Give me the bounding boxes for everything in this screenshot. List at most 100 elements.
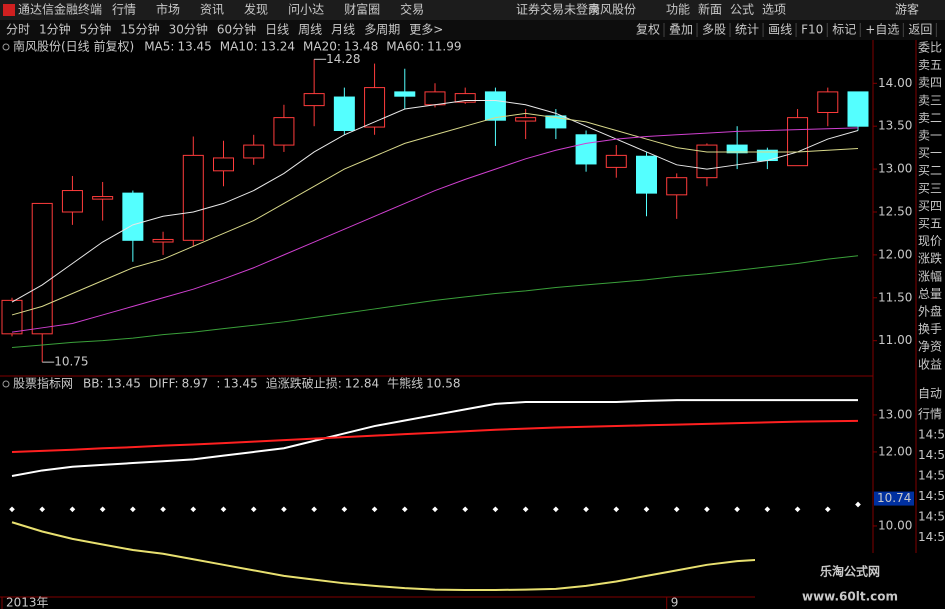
tool-button[interactable]: 多股	[702, 23, 726, 37]
menu-right-item[interactable]: 功能	[666, 3, 690, 17]
menu-item[interactable]: 财富圈	[344, 2, 380, 17]
legend-name: BB:	[83, 377, 104, 391]
quote-label: 总量	[918, 287, 942, 301]
tick-label: 14:50	[918, 428, 945, 442]
candle-body	[92, 196, 114, 200]
indicator-line	[11, 399, 858, 477]
legend-name: MA10:	[220, 40, 258, 54]
indicator-line	[11, 255, 859, 349]
dot-marker	[432, 506, 438, 513]
dot-marker	[553, 506, 559, 513]
y-tick-label: 13.00	[878, 407, 912, 421]
y-tick-label: 12.00	[878, 247, 912, 261]
y-tick-label: 12.00	[878, 444, 912, 458]
candle-body	[152, 238, 174, 243]
menu-item[interactable]: 行情	[112, 3, 136, 17]
menu-item[interactable]: 交易	[400, 2, 424, 17]
tick-label: 14:50	[918, 510, 945, 524]
quote-label: 买三	[918, 181, 942, 195]
dot-marker	[673, 506, 680, 513]
legend-value: 12.84	[345, 377, 379, 391]
dot-marker	[39, 506, 46, 513]
quote-label: 涨幅	[918, 268, 942, 283]
quote-label: 换手	[918, 322, 942, 336]
tool-button[interactable]: F10	[801, 23, 823, 37]
dot-marker	[401, 506, 408, 513]
tool-button[interactable]: 叠加	[669, 23, 693, 37]
current-marker-box	[874, 491, 914, 506]
period-button[interactable]: 30分钟	[169, 22, 208, 37]
candle-body	[31, 202, 53, 335]
period-button[interactable]: 多周期	[364, 23, 400, 37]
legend-value: 13.45	[177, 40, 211, 54]
quote-label: 现价	[918, 234, 942, 248]
tool-button[interactable]: 标记	[832, 23, 856, 37]
quote-label: 涨跌	[918, 251, 942, 266]
tick-label: 自动	[918, 387, 942, 401]
period-button[interactable]: 月线	[331, 23, 355, 37]
tool-button[interactable]: 统计	[735, 23, 759, 37]
candle-body	[817, 91, 839, 113]
period-button[interactable]: 日线	[265, 23, 289, 37]
dot-marker	[281, 506, 287, 513]
quote-label: 买五	[918, 217, 942, 231]
period-button[interactable]: 1分钟	[39, 22, 71, 37]
y-tick-label: 14.00	[878, 76, 912, 90]
period-button[interactable]: 更多>	[409, 23, 443, 37]
period-button[interactable]: 60分钟	[217, 22, 256, 37]
dot-marker	[764, 506, 771, 513]
dot-marker	[190, 506, 197, 513]
candle-body	[515, 117, 537, 122]
tool-button[interactable]: +自选	[865, 23, 899, 37]
candle-body	[364, 87, 386, 128]
dot-marker	[492, 506, 499, 513]
x-tick-label: 2013年	[6, 596, 49, 609]
y-tick-label: 10.00	[878, 518, 912, 532]
quote-label: 买一	[918, 146, 942, 160]
menu-right-item[interactable]: 新面	[698, 2, 722, 17]
dot-marker	[734, 506, 740, 513]
quote-label: 卖二	[918, 111, 942, 125]
menu-right-item[interactable]: 选项	[762, 3, 786, 17]
candle-body	[696, 144, 718, 179]
menu-item[interactable]: 资讯	[200, 3, 224, 17]
candle-body	[575, 134, 597, 165]
period-button[interactable]: 周线	[298, 23, 322, 37]
menu-item[interactable]: 发现	[244, 2, 268, 17]
period-button[interactable]: 15分钟	[120, 22, 159, 37]
candle-body	[1, 299, 23, 335]
legend-value: 13.45	[107, 377, 141, 391]
quote-label: 收益	[918, 357, 942, 371]
tool-button[interactable]: 返回	[908, 23, 932, 37]
user[interactable]: 游客	[895, 2, 919, 17]
legend-value: 13.24	[261, 40, 295, 54]
quote-label: 净资	[918, 340, 942, 354]
dot-marker	[613, 506, 620, 513]
x-tick-label: 9	[671, 596, 679, 609]
tick-label: 14:50	[918, 489, 945, 503]
menu-item[interactable]: 问小达	[288, 3, 324, 17]
stock-name: 南风股份	[588, 2, 636, 17]
candle-body	[787, 117, 809, 167]
period-button[interactable]: 分时	[6, 23, 30, 37]
tool-button[interactable]: 画线	[768, 23, 792, 37]
menu-item[interactable]: 市场	[156, 2, 180, 17]
candle-body	[182, 154, 204, 241]
legend-name: 追涨跌破止损:	[266, 376, 342, 391]
app-icon	[3, 4, 15, 16]
dot-marker	[99, 506, 106, 513]
menu-right-item[interactable]: 公式	[730, 3, 754, 17]
tool-button[interactable]: 复权	[636, 23, 660, 37]
candle-body	[666, 177, 688, 196]
dot-marker	[522, 506, 529, 513]
dot-marker	[704, 506, 710, 513]
legend-value: 13.48	[344, 40, 378, 54]
quote-label: 外盘	[918, 304, 942, 319]
pane-title: 南风股份(日线 前复权)	[13, 39, 134, 54]
pane-icon	[2, 43, 10, 51]
indicator-line	[11, 99, 859, 303]
period-button[interactable]: 5分钟	[80, 22, 112, 37]
dot-marker	[583, 506, 589, 513]
y-tick-label: 11.50	[878, 290, 912, 304]
high-label: 14.28	[326, 52, 360, 66]
